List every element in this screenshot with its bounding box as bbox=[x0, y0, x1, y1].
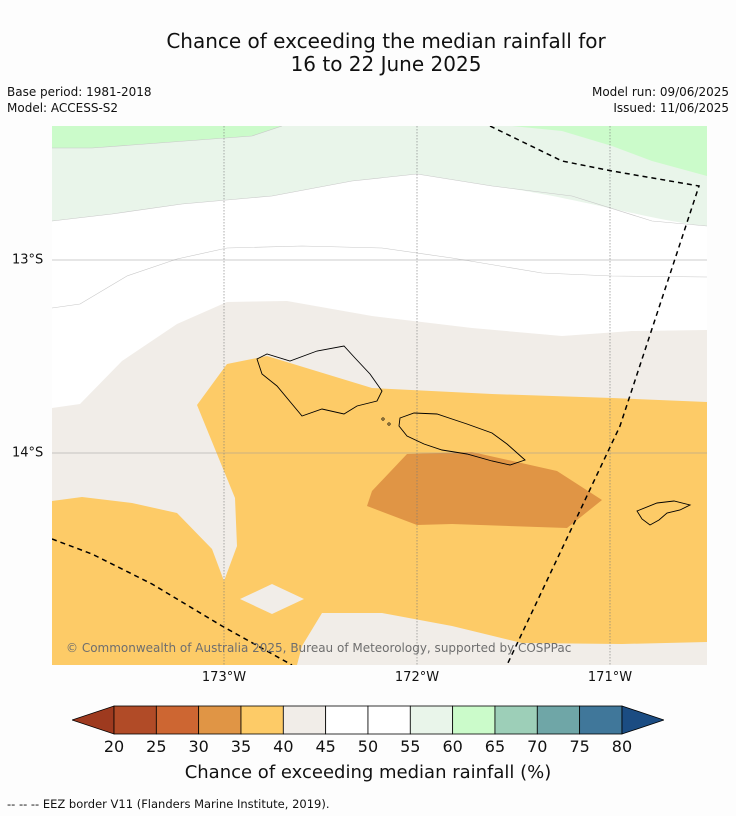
base-period: Base period: 1981-2018 bbox=[7, 85, 152, 99]
upolu-island bbox=[398, 412, 526, 466]
eez-footnote: -- -- -- EEZ border V11 (Flanders Marine… bbox=[7, 797, 330, 811]
zone-40-45-patch bbox=[240, 584, 304, 614]
eez-border-south bbox=[52, 538, 293, 665]
colorbar-segment-55_60 bbox=[409, 705, 454, 735]
lat-label-13s: 13°S bbox=[12, 252, 44, 268]
colorbar-segment-25_30 bbox=[155, 705, 200, 735]
map-title: Chance of exceeding the median rainfall … bbox=[0, 30, 736, 76]
title-line-1: Chance of exceeding the median rainfall … bbox=[166, 29, 606, 53]
savaii-island bbox=[256, 345, 383, 417]
title-line-2: 16 to 22 June 2025 bbox=[290, 52, 482, 76]
zone-60-65-west bbox=[52, 126, 282, 148]
lon-label-172w: 172°W bbox=[394, 670, 440, 685]
colorbar-segment-50_55 bbox=[367, 705, 411, 735]
lon-label-173w: 173°W bbox=[201, 670, 247, 685]
lat-label-14s: 14°S bbox=[12, 445, 44, 461]
colorbar-tick-55: 55 bbox=[400, 737, 421, 756]
copyright-notice: © Commonwealth of Australia 2025, Bureau… bbox=[66, 641, 572, 655]
colorbar-arrow-high bbox=[621, 705, 664, 735]
colorbar-arrow-low bbox=[72, 705, 115, 735]
model-name: Model: ACCESS-S2 bbox=[7, 101, 119, 115]
colorbar-tick-50: 50 bbox=[357, 737, 379, 756]
colorbar bbox=[72, 705, 664, 735]
colorbar-tick-70: 70 bbox=[527, 737, 548, 756]
colorbar-tick-35: 35 bbox=[230, 737, 252, 756]
colorbar-segment-40_45 bbox=[282, 705, 327, 735]
colorbar-segment-35_40 bbox=[240, 705, 284, 735]
zone-60-65-east bbox=[512, 126, 707, 176]
lon-label-171w: 171°W bbox=[587, 670, 633, 685]
tutuila-island bbox=[636, 500, 692, 526]
eez-border-east bbox=[489, 126, 700, 665]
colorbar-segment-75_80 bbox=[579, 705, 623, 735]
colorbar-label: Chance of exceeding median rainfall (%) bbox=[184, 762, 552, 783]
colorbar-tick-45: 45 bbox=[315, 737, 336, 756]
issued-date: Issued: 11/06/2025 bbox=[613, 101, 729, 115]
colorbar-tick-40: 40 bbox=[273, 737, 294, 756]
colorbar-tick-30: 30 bbox=[188, 737, 209, 756]
meta-right: Model run: 09/06/2025 Issued: 11/06/2025 bbox=[592, 84, 729, 116]
colorbar-segment-30_35 bbox=[198, 705, 242, 735]
colorbar-tick-65: 65 bbox=[484, 737, 506, 756]
colorbar-tick-60: 60 bbox=[442, 737, 463, 756]
zone-30-35 bbox=[367, 452, 602, 528]
colorbar-segment-65_70 bbox=[494, 705, 538, 735]
colorbar-segment-60_65 bbox=[452, 705, 496, 735]
meta-left: Base period: 1981-2018 Model: ACCESS-S2 bbox=[7, 84, 152, 116]
colorbar-tick-80: 80 bbox=[611, 737, 633, 756]
colorbar-tick-25: 25 bbox=[146, 737, 167, 756]
colorbar-segment-45_50 bbox=[325, 705, 369, 735]
colorbar-segment-70_75 bbox=[536, 705, 581, 735]
colorbar-tick-20: 20 bbox=[103, 737, 125, 756]
colorbar-segment-20_25 bbox=[113, 705, 157, 735]
rainfall-map bbox=[52, 126, 707, 665]
colorbar-tick-75: 75 bbox=[569, 737, 590, 756]
model-run: Model run: 09/06/2025 bbox=[591, 85, 729, 99]
